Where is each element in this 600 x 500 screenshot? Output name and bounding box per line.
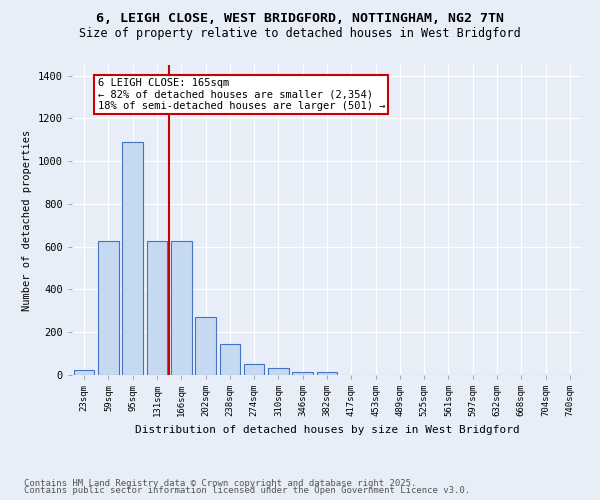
Bar <box>74 370 94 375</box>
Bar <box>220 344 240 375</box>
Bar <box>292 372 313 375</box>
Y-axis label: Number of detached properties: Number of detached properties <box>22 130 32 310</box>
Text: Contains HM Land Registry data © Crown copyright and database right 2025.: Contains HM Land Registry data © Crown c… <box>24 478 416 488</box>
Bar <box>122 142 143 375</box>
Bar <box>195 318 216 375</box>
Bar <box>98 242 119 375</box>
Text: Size of property relative to detached houses in West Bridgford: Size of property relative to detached ho… <box>79 28 521 40</box>
Bar <box>171 242 191 375</box>
X-axis label: Distribution of detached houses by size in West Bridgford: Distribution of detached houses by size … <box>134 424 520 434</box>
Bar <box>244 364 265 375</box>
Text: 6, LEIGH CLOSE, WEST BRIDGFORD, NOTTINGHAM, NG2 7TN: 6, LEIGH CLOSE, WEST BRIDGFORD, NOTTINGH… <box>96 12 504 26</box>
Text: Contains public sector information licensed under the Open Government Licence v3: Contains public sector information licen… <box>24 486 470 495</box>
Text: 6 LEIGH CLOSE: 165sqm
← 82% of detached houses are smaller (2,354)
18% of semi-d: 6 LEIGH CLOSE: 165sqm ← 82% of detached … <box>97 78 385 111</box>
Bar <box>317 372 337 375</box>
Bar <box>146 242 167 375</box>
Bar <box>268 368 289 375</box>
